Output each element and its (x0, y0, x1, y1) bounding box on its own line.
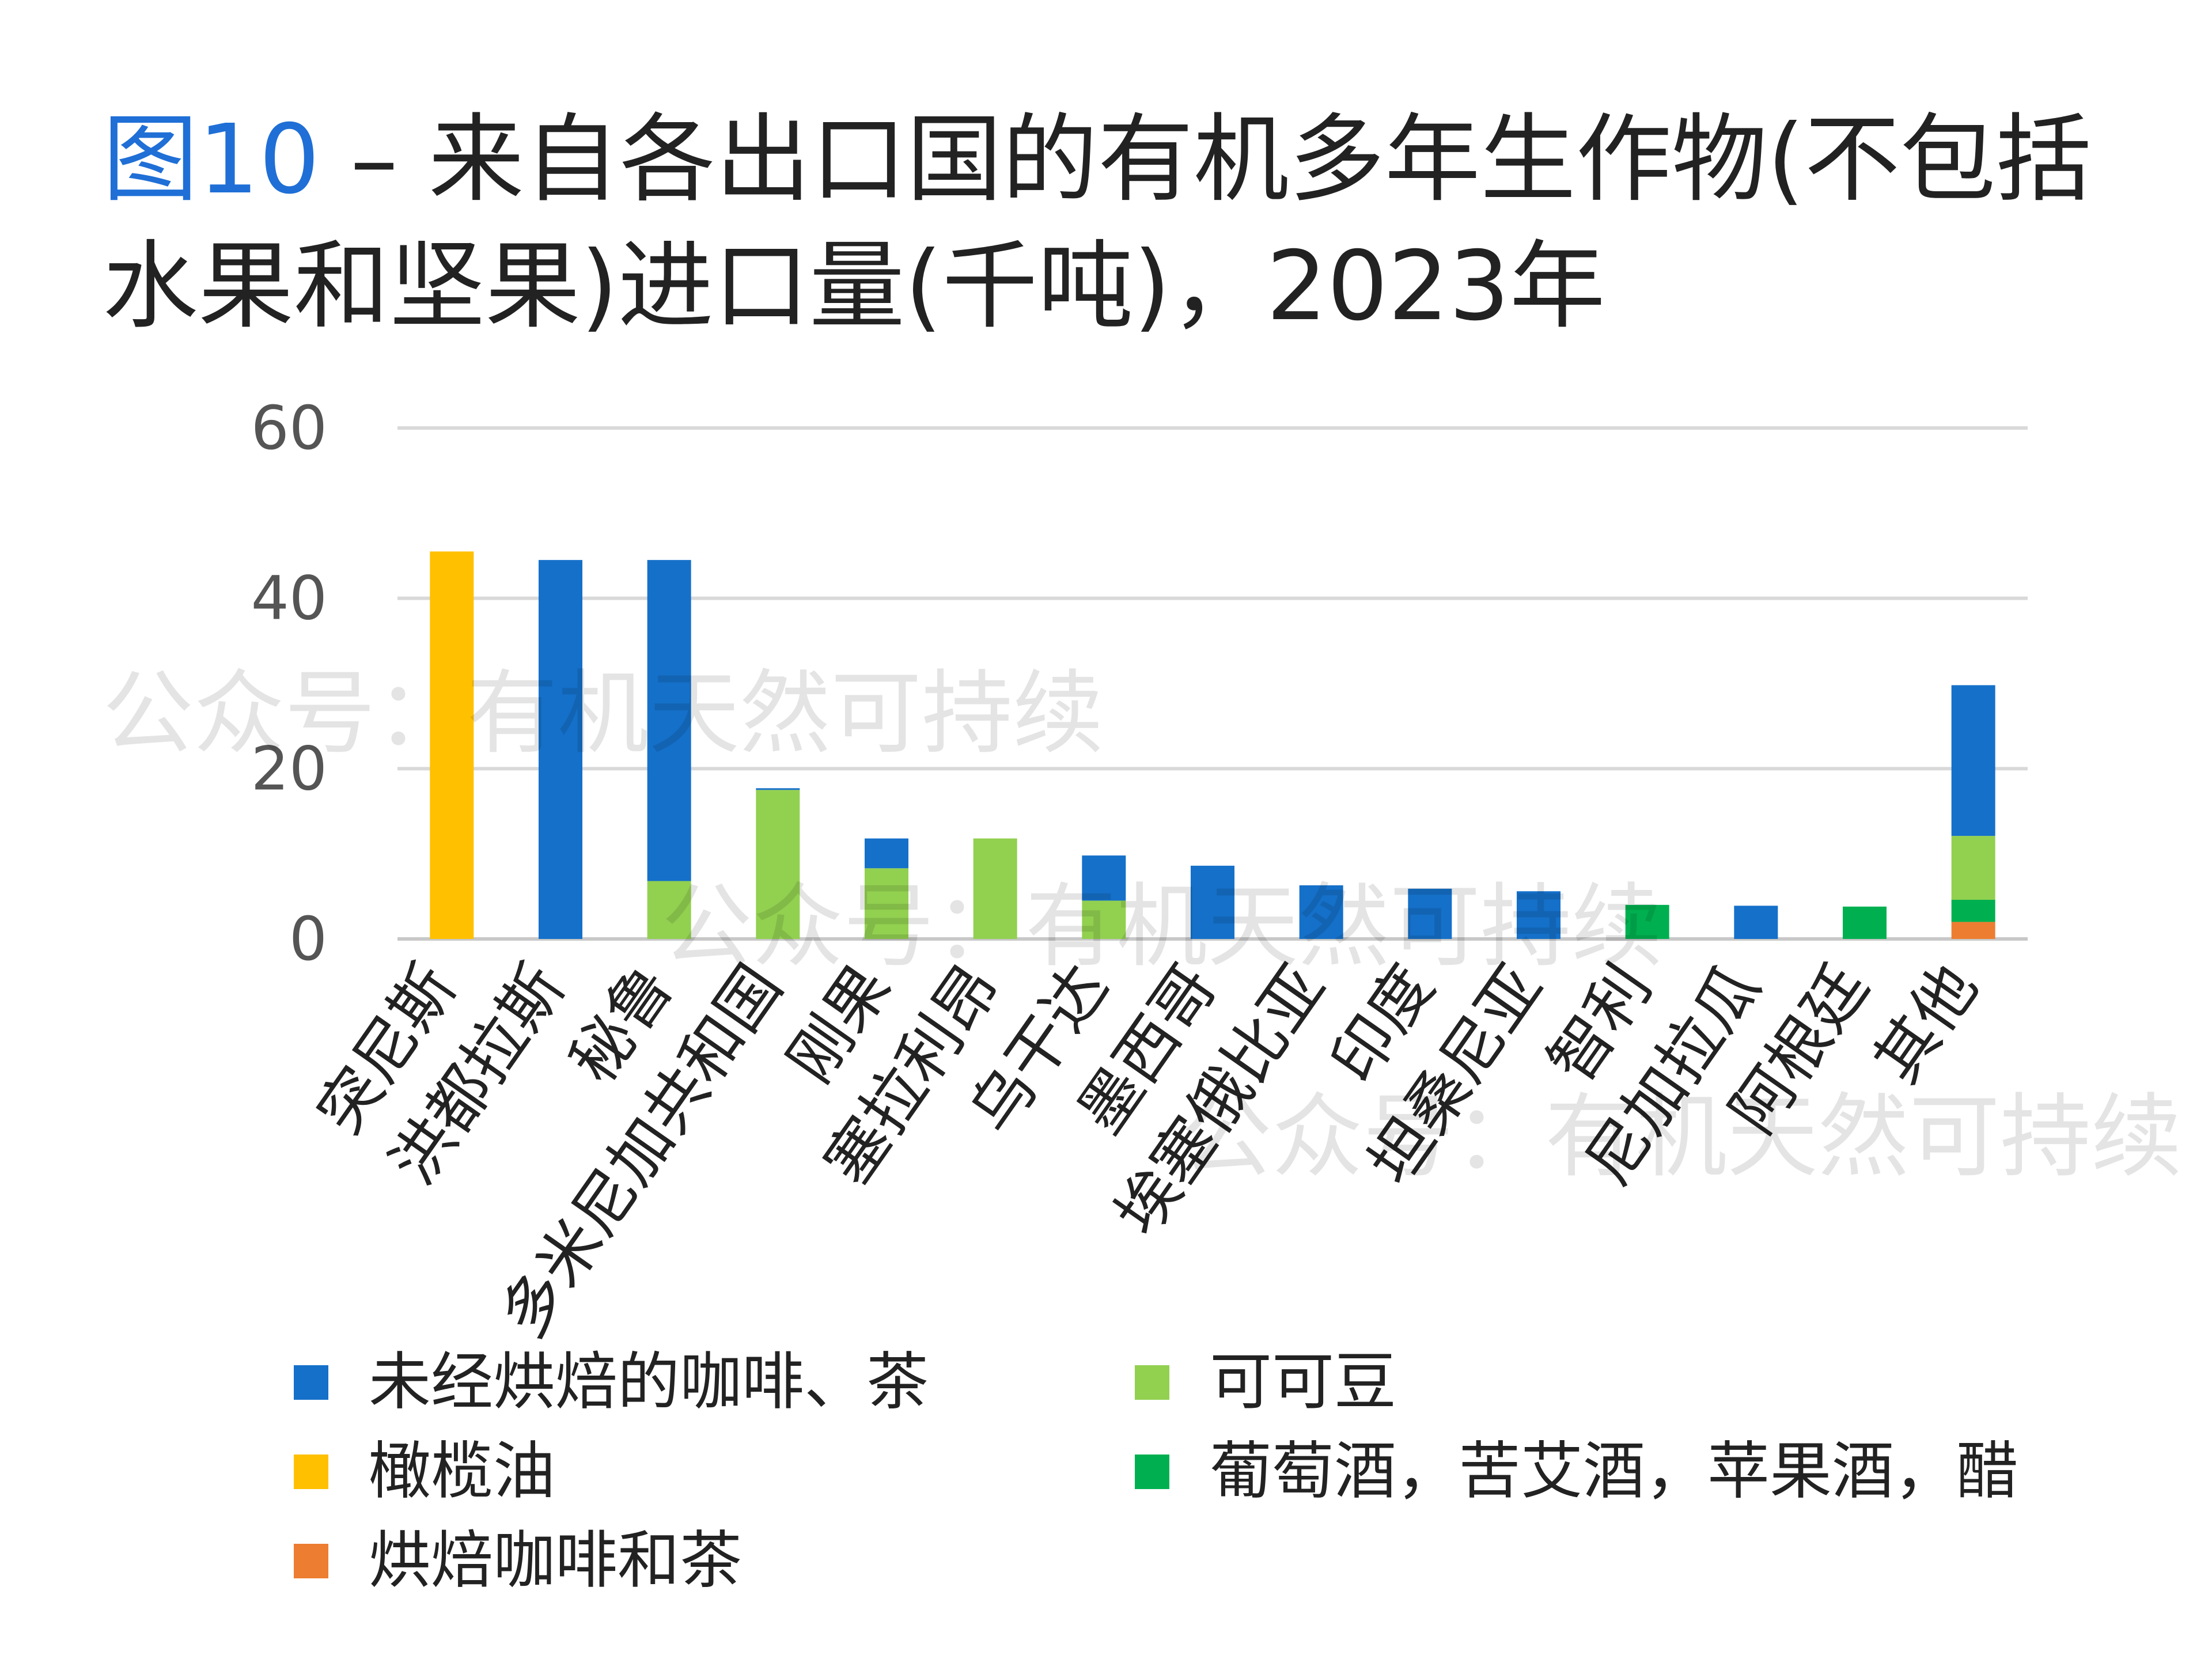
legend-item: 可可豆 (1135, 1345, 1396, 1420)
bar-segment (539, 560, 582, 939)
legend-swatch (1135, 1455, 1169, 1489)
bar-segment (430, 551, 474, 939)
bar-segment (1951, 685, 1995, 836)
legend-label: 葡萄酒，苦艾酒，苹果酒，醋 (1210, 1435, 2019, 1508)
bar-segment (1408, 888, 1452, 939)
bar-segment (1082, 900, 1126, 939)
bar-segment (647, 560, 691, 881)
legend-item: 葡萄酒，苦艾酒，苹果酒，醋 (1135, 1434, 2018, 1509)
y-tick-label: 60 (251, 393, 327, 463)
y-tick-label: 40 (251, 563, 327, 634)
legend-item: 烘焙咖啡和茶 (294, 1524, 742, 1599)
legend-swatch (1135, 1365, 1169, 1400)
legend-item: 未经烘焙的咖啡、茶 (294, 1345, 929, 1420)
y-tick-label: 0 (289, 904, 327, 974)
bar-segment (756, 790, 800, 939)
bar-segment (1191, 865, 1234, 939)
bar-segment (1951, 922, 1995, 939)
y-tick-label: 20 (251, 733, 327, 804)
x-tick-label: 其他 (1861, 952, 1991, 1096)
bar-segment (865, 838, 908, 869)
chart-title: 图10 – 来自各出口国的有机多年生作物(不包括水果和坚果)进口量(千吨)，20… (103, 97, 2107, 350)
bar-segment (865, 868, 908, 939)
bar-segment (1843, 906, 1887, 939)
bar-segment (973, 838, 1017, 939)
legend-label: 烘焙咖啡和茶 (369, 1525, 743, 1597)
figure-number: 图10 (103, 104, 320, 215)
legend-swatch (294, 1365, 328, 1400)
bar-segment (1734, 906, 1778, 939)
bar-segment (1517, 891, 1560, 939)
bar-segment (1299, 885, 1343, 939)
bar-segment (647, 881, 691, 939)
legend-label: 可可豆 (1210, 1346, 1397, 1418)
legend-swatch (294, 1455, 328, 1489)
title-text: – 来自各出口国的有机多年生作物(不包括水果和坚果)进口量(千吨)，2023年 (103, 104, 2092, 342)
bar-segment (756, 788, 800, 790)
bar-segment (1951, 899, 1995, 922)
legend-swatch (294, 1544, 328, 1578)
bar-segment (1625, 904, 1669, 939)
bar-segment (1082, 855, 1126, 901)
legend-label: 未经烘焙的咖啡、茶 (369, 1346, 929, 1418)
legend-label: 橄榄油 (369, 1435, 556, 1508)
bar-segment (1951, 836, 1995, 900)
legend-item: 橄榄油 (294, 1434, 555, 1509)
